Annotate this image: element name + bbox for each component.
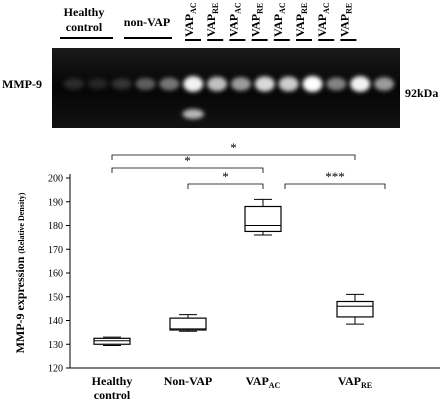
box-plot: 120 130 140 150 160 170 180 190 200 Healthycontr… — [13, 140, 440, 402]
lane-label-vap: VAPAC — [315, 2, 331, 37]
box-rect — [169, 317, 207, 331]
y-tick-label: 150 — [48, 292, 63, 303]
y-tick-label: 160 — [48, 269, 63, 280]
significance-bracket: * — [111, 153, 264, 173]
y-tick-label: 190 — [48, 197, 63, 208]
bracket-line — [111, 167, 264, 173]
y-tick-label: 180 — [48, 221, 63, 232]
bracket-line — [111, 154, 356, 160]
box — [336, 293, 374, 325]
box — [244, 198, 282, 236]
box-rect — [93, 337, 131, 345]
box-rect — [336, 300, 374, 318]
gel-band-lower — [182, 109, 204, 119]
box-series — [93, 198, 374, 346]
gel-band — [254, 76, 275, 92]
x-tick-label: VAPAC — [246, 374, 281, 390]
significance-brackets: *** *** — [111, 140, 386, 189]
lane-label-healthy: control — [66, 20, 103, 34]
lane-label-vap: VAPRE — [337, 3, 353, 37]
significance-label: *** — [325, 169, 345, 184]
gel-band — [350, 76, 371, 92]
lane-label-vap: VAPRE — [293, 3, 309, 37]
gel-size-label: 92kDa — [405, 86, 438, 100]
significance-label: * — [184, 153, 191, 168]
x-tick-label: control — [94, 388, 131, 402]
gel-band — [135, 77, 156, 91]
box-rect — [244, 205, 282, 233]
significance-label: * — [222, 169, 229, 184]
lane-label-vap: VAPAC — [271, 2, 287, 37]
y-tick-label: 170 — [48, 245, 63, 256]
gel-band — [278, 76, 299, 92]
y-tick-label: 140 — [48, 316, 63, 327]
x-tick-label: Non-VAP — [164, 374, 212, 388]
y-tick-label: 120 — [48, 364, 63, 375]
lane-label-vap: VAPRE — [204, 3, 220, 37]
box — [169, 314, 207, 332]
lane-label-vap: VAPAC — [182, 2, 198, 37]
y-axis: 120 130 140 150 160 170 180 190 200 — [48, 174, 71, 375]
significance-bracket: * — [187, 169, 264, 189]
significance-label: * — [230, 140, 237, 155]
significance-bracket: *** — [284, 169, 386, 189]
gel-band — [374, 77, 395, 91]
lane-label-non-vap: non-VAP — [124, 15, 170, 29]
y-axis-label: MMP-9 expression (Relative Density) — [13, 192, 27, 353]
y-axis-title: MMP-9 expression (Relative Density) — [13, 192, 27, 353]
gel-row-label: MMP-9 — [2, 77, 42, 91]
gel-band — [207, 76, 228, 92]
significance-bracket: * — [111, 140, 356, 160]
box — [93, 336, 131, 346]
gel-band — [326, 77, 347, 91]
y-tick-label: 130 — [48, 340, 63, 351]
gel-bands — [63, 76, 395, 119]
lane-label-vap: VAPRE — [249, 3, 265, 37]
lane-label-vap: VAPAC — [226, 2, 242, 37]
x-tick-label: Healthy — [92, 374, 133, 388]
x-tick-label: VAPRE — [338, 374, 372, 390]
gel-band — [183, 76, 204, 92]
bracket-line — [187, 183, 264, 189]
gel-band — [63, 78, 84, 90]
gel-band — [159, 77, 180, 91]
lane-label-healthy: Healthy — [64, 5, 105, 19]
bracket-line — [284, 183, 386, 189]
gel-band — [302, 76, 323, 92]
y-tick-label: 200 — [48, 174, 63, 185]
gel-band — [111, 78, 132, 90]
gel-band — [87, 78, 108, 90]
gel-band — [230, 77, 251, 91]
